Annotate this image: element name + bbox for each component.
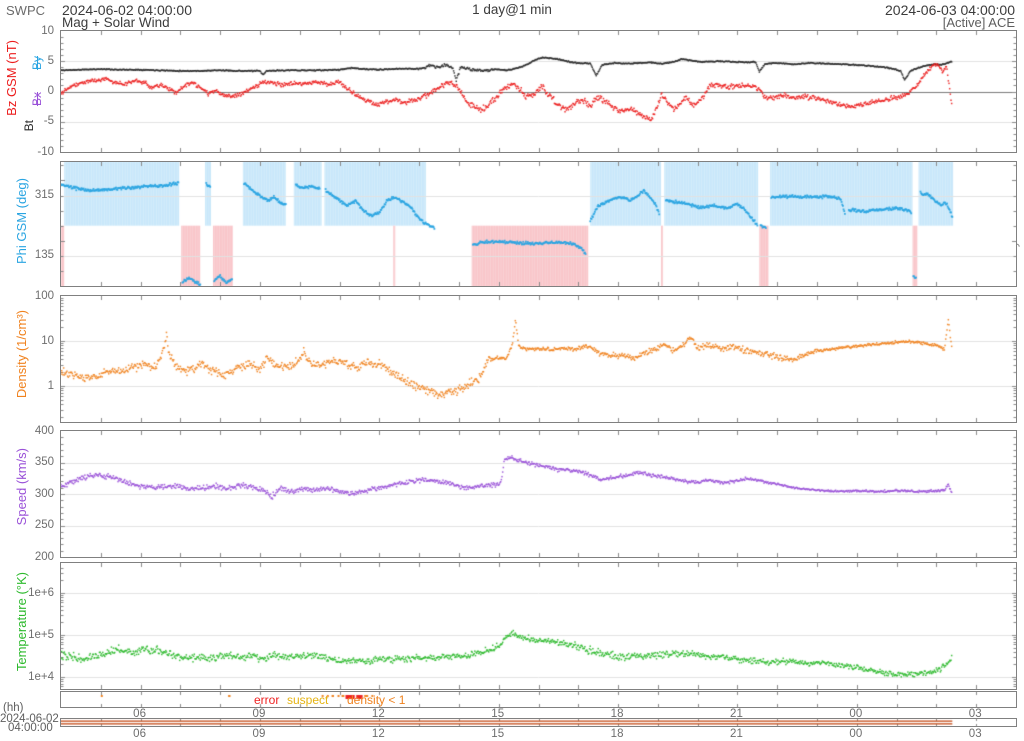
- y-tick-label: 1: [47, 379, 54, 392]
- source-status: [Active] ACE: [942, 15, 1015, 30]
- y-tick-label: 400: [34, 424, 54, 437]
- brand-swpc: SWPC: [6, 3, 45, 18]
- y-tick-label: 300: [34, 487, 54, 500]
- hour-label-bottom: 21: [730, 728, 743, 740]
- panel-temperature: [60, 562, 1017, 690]
- flags-canvas: [61, 692, 1016, 707]
- panel-phi: [60, 161, 1017, 287]
- y-tick-label: 350: [34, 456, 54, 468]
- legend-error: error: [254, 693, 280, 707]
- hour-label-top: 15: [491, 708, 505, 720]
- hour-label-top: 03: [968, 708, 982, 720]
- legend-suspect: suspect: [287, 693, 329, 707]
- y-tick-label: 250: [34, 519, 54, 531]
- y-tick-label: 10: [41, 334, 54, 347]
- hour-label-top: 00: [849, 708, 863, 720]
- cadence-label: 1 day@1 min: [472, 2, 552, 17]
- hour-label-bottom: 12: [371, 728, 385, 740]
- hours-unit-label: (hh): [3, 702, 24, 714]
- y-tick-label: 200: [34, 550, 54, 563]
- plot-title: Mag + Solar Wind: [62, 15, 170, 30]
- y-tick-label: 1e+5: [28, 628, 54, 641]
- density-plot-canvas: [61, 296, 1016, 422]
- legend-density: density < 1: [347, 693, 406, 707]
- end-datetime: 2024-06-03 04:00:00: [885, 2, 1015, 18]
- y-tick-label: -5: [43, 115, 54, 128]
- panel-density: [60, 295, 1017, 423]
- phi-plot-canvas: [61, 162, 1016, 286]
- hour-label-bottom: 15: [491, 728, 505, 740]
- y-tick-label: 1e+6: [28, 586, 54, 599]
- hour-label-bottom: 00: [849, 728, 863, 740]
- hour-label-top: 12: [371, 708, 385, 720]
- start-datetime: 2024-06-02 04:00:00: [62, 2, 192, 18]
- timeline-canvas: [61, 719, 1016, 726]
- hour-label-bottom: 18: [610, 728, 624, 740]
- y-tick-label: 10: [41, 24, 54, 37]
- panel-speed: [60, 430, 1017, 558]
- hour-label-bottom: 03: [968, 728, 982, 740]
- timeline-bar: [60, 718, 1017, 727]
- y-tick-label: 5: [47, 54, 54, 67]
- y-tick-label: 1e+4: [28, 670, 54, 683]
- y-tick-label: -10: [37, 145, 54, 158]
- y-tick-label: 315: [34, 189, 54, 201]
- hour-label-bottom: 09: [252, 728, 266, 740]
- y-tick-label: 135: [34, 249, 54, 262]
- y-tick-label: 100: [34, 289, 54, 302]
- temperature-plot-canvas: [61, 563, 1016, 689]
- footer-time: 04:00:00: [8, 722, 53, 734]
- axis-label-bz: Bz GSM (nT): [4, 40, 19, 116]
- y-tick-label: 0: [47, 85, 54, 97]
- hour-label-bottom: 06: [133, 728, 146, 740]
- footer-date: 2024-06-02: [0, 713, 59, 725]
- hour-label-top: 21: [730, 708, 743, 720]
- panel-mag: [60, 30, 1017, 153]
- hour-label-top: 09: [252, 708, 266, 720]
- hour-label-top: 06: [133, 708, 146, 720]
- speed-plot-canvas: [61, 431, 1016, 557]
- mag-plot-canvas: [61, 31, 1016, 152]
- hour-label-top: 18: [610, 708, 624, 720]
- flags-strip: error suspect density < 1: [60, 691, 1017, 708]
